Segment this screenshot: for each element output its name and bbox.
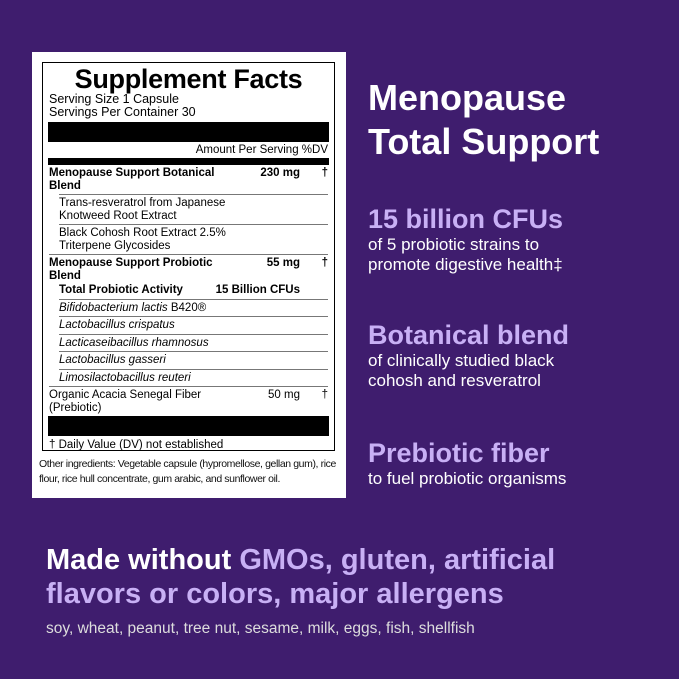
feature-text: cohosh and resveratrol — [368, 371, 541, 390]
headline-line: Menopause — [368, 77, 567, 118]
table-row: Lacticaseibacillus rhamnosus — [59, 333, 328, 352]
serving-size: Serving Size 1 Capsule — [49, 92, 179, 106]
divider-bar — [48, 122, 329, 142]
feature-text: of 5 probiotic strains to — [368, 235, 540, 254]
amount-header: Amount Per Serving %DV — [195, 144, 328, 156]
divider-bar — [48, 416, 329, 436]
supplement-facts-label: Supplement Facts Serving Size 1 Capsule … — [42, 62, 335, 451]
table-row: Lactobacillus crispatus — [59, 316, 328, 334]
divider-bar — [48, 158, 329, 165]
feature-title: 15 billion CFUs — [368, 204, 564, 234]
feature-text: promote digestive health‡ — [368, 255, 563, 274]
table-row: Menopause Support Probiotic Blend 55 mg † — [49, 254, 328, 284]
table-row: Menopause Support Botanical Blend 230 mg † — [49, 167, 328, 192]
feature-title: Botanical blend — [368, 320, 570, 350]
table-row: Lactobacillus gasseri — [59, 351, 328, 369]
made-without-line2: flavors or colors, major allergens — [46, 578, 504, 610]
footnote: † Daily Value (DV) not established — [49, 439, 224, 451]
table-row: Bifidobacterium lactis B420® — [59, 298, 328, 317]
table-row: Total Probiotic Activity 15 Billion CFUs — [59, 284, 300, 296]
headline: Menopause Total Support — [368, 76, 599, 164]
servings-per-container: Servings Per Container 30 — [49, 105, 196, 119]
headline-line: Total Support — [368, 121, 600, 162]
table-row: Organic Acacia Senegal Fiber (Prebiotic)… — [49, 386, 328, 416]
feature-cfus: 15 billion CFUs of 5 probiotic strains t… — [368, 204, 563, 275]
supplement-facts-panel: Supplement Facts Serving Size 1 Capsule … — [32, 52, 346, 498]
allergen-list: soy, wheat, peanut, tree nut, sesame, mi… — [46, 620, 475, 637]
made-without-line1: Made without GMOs, gluten, artificial — [46, 544, 556, 576]
table-row: Trans-resveratrol from Japanese Knotweed… — [59, 194, 328, 224]
table-row: Black Cohosh Root Extract 2.5% Triterpen… — [59, 224, 328, 254]
other-ingredients: Other ingredients: Vegetable capsule (hy… — [39, 458, 336, 485]
feature-prebiotic: Prebiotic fiber to fuel probiotic organi… — [368, 438, 566, 489]
feature-text: of clinically studied black — [368, 351, 555, 370]
feature-botanical: Botanical blend of clinically studied bl… — [368, 320, 569, 391]
table-row: Limosilactobacillus reuteri — [59, 368, 328, 387]
feature-text: to fuel probiotic organisms — [368, 469, 567, 488]
label-title: Supplement Facts — [74, 64, 303, 94]
feature-title: Prebiotic fiber — [368, 438, 550, 468]
